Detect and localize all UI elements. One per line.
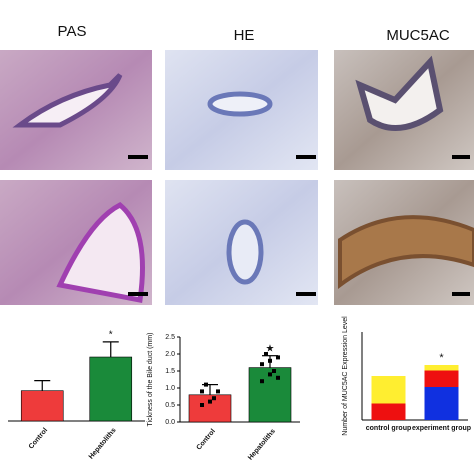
micrographs	[0, 50, 474, 305]
scale-bar	[296, 292, 316, 296]
annotation: *	[109, 330, 113, 341]
bar	[20, 390, 64, 422]
data-point	[264, 352, 268, 356]
bar-segment	[424, 387, 459, 420]
bar-segment	[371, 376, 406, 404]
duct	[56, 202, 145, 303]
data-point	[260, 362, 264, 367]
duct	[226, 219, 264, 285]
data-point	[200, 389, 204, 394]
bar	[89, 356, 133, 422]
scale-bar	[296, 155, 316, 159]
data-point	[216, 389, 220, 394]
y-tick-label: 1.0	[165, 385, 175, 392]
bar-segment	[371, 403, 406, 420]
scale-bar	[128, 292, 148, 296]
x-tick-label: Control	[28, 427, 49, 451]
x-tick-label: Control	[196, 428, 217, 452]
data-point	[276, 355, 280, 360]
x-tick-label: control group	[366, 425, 412, 432]
duct	[338, 215, 474, 289]
data-point	[268, 372, 272, 377]
bar-segment	[424, 370, 459, 387]
duct	[207, 91, 273, 117]
bar-segment	[424, 365, 459, 371]
scale-bars	[128, 155, 470, 296]
x-tick-label: Hepatoliths	[247, 428, 277, 462]
data-point	[204, 382, 208, 387]
charts: Control Hepatoliths * 0.0 0.5 1.0 1.5 2.0 2.5 Tic…	[8, 316, 471, 462]
x-tick-label: Hepatoliths	[88, 427, 118, 461]
y-tick-label: 0.5	[165, 402, 175, 409]
panel-label: HE	[234, 27, 255, 44]
duct	[355, 55, 444, 131]
scale-bar	[128, 155, 148, 159]
y-tick-label: 2.0	[165, 351, 175, 358]
data-point	[276, 375, 280, 380]
y-tick-label: 2.5	[165, 334, 175, 341]
data-point	[208, 399, 212, 404]
data-point	[212, 396, 216, 401]
data-point	[260, 379, 264, 384]
data-point	[268, 358, 272, 363]
panel-label: MUC5AC	[386, 27, 450, 44]
scale-bar	[452, 292, 470, 296]
annotation: *	[439, 352, 444, 364]
data-point	[200, 403, 204, 407]
y-tick-label: 1.5	[165, 368, 175, 375]
y-axis-label: Number of MUC5AC Expression Level	[342, 316, 349, 436]
y-axis-label: Tickness of the Bile duct (mm)	[147, 333, 154, 427]
annotation: ★	[266, 343, 275, 354]
duct	[12, 73, 123, 128]
bar	[188, 394, 232, 423]
panel-label: PAS	[58, 23, 87, 40]
data-point	[272, 369, 276, 373]
x-tick-label: experiment group	[412, 425, 471, 432]
y-tick-label: 0.0	[165, 419, 175, 426]
scale-bar	[452, 155, 470, 159]
